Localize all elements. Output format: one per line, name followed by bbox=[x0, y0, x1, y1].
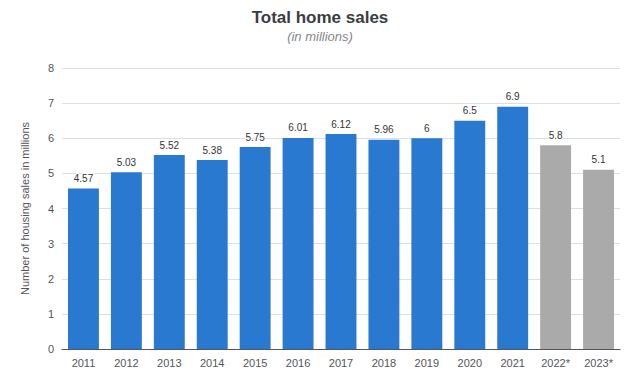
svg-text:2023*: 2023* bbox=[584, 357, 613, 369]
svg-text:2013: 2013 bbox=[157, 357, 181, 369]
svg-text:5: 5 bbox=[48, 167, 54, 179]
svg-text:5.1: 5.1 bbox=[592, 154, 606, 165]
svg-text:7: 7 bbox=[48, 97, 54, 109]
svg-text:0: 0 bbox=[48, 343, 54, 355]
svg-text:6.01: 6.01 bbox=[288, 122, 308, 133]
svg-text:2019: 2019 bbox=[415, 357, 439, 369]
svg-text:5.96: 5.96 bbox=[374, 124, 394, 135]
svg-text:2014: 2014 bbox=[200, 357, 224, 369]
svg-text:5.38: 5.38 bbox=[202, 145, 222, 156]
svg-text:4.57: 4.57 bbox=[74, 173, 94, 184]
svg-text:1: 1 bbox=[48, 308, 54, 320]
svg-text:6: 6 bbox=[48, 132, 54, 144]
svg-text:2021: 2021 bbox=[500, 357, 524, 369]
svg-text:Number of housing sales in mil: Number of housing sales in millions bbox=[19, 121, 31, 295]
svg-text:6: 6 bbox=[424, 123, 430, 134]
svg-text:3: 3 bbox=[48, 238, 54, 250]
svg-text:5.75: 5.75 bbox=[245, 132, 265, 143]
svg-text:2022*: 2022* bbox=[541, 357, 570, 369]
svg-text:2012: 2012 bbox=[114, 357, 138, 369]
svg-text:2: 2 bbox=[48, 273, 54, 285]
svg-text:2018: 2018 bbox=[372, 357, 396, 369]
svg-text:5.03: 5.03 bbox=[117, 157, 137, 168]
svg-text:(in millions): (in millions) bbox=[287, 29, 353, 44]
svg-text:8: 8 bbox=[48, 62, 54, 74]
svg-text:Total home sales: Total home sales bbox=[252, 8, 389, 27]
svg-text:6.5: 6.5 bbox=[463, 105, 477, 116]
svg-text:2017: 2017 bbox=[329, 357, 353, 369]
svg-text:5.52: 5.52 bbox=[160, 140, 180, 151]
svg-text:5.8: 5.8 bbox=[549, 130, 563, 141]
svg-text:2015: 2015 bbox=[243, 357, 267, 369]
svg-text:2011: 2011 bbox=[72, 357, 96, 369]
svg-text:6.12: 6.12 bbox=[331, 119, 351, 130]
svg-text:2020: 2020 bbox=[458, 357, 482, 369]
svg-text:6.9: 6.9 bbox=[506, 91, 520, 102]
svg-text:2016: 2016 bbox=[286, 357, 310, 369]
svg-text:4: 4 bbox=[48, 203, 54, 215]
